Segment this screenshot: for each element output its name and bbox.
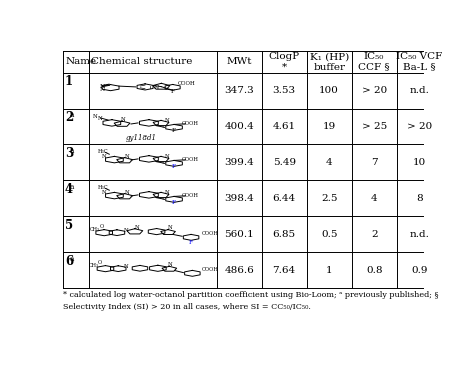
- Text: N: N: [124, 228, 129, 233]
- Text: a: a: [70, 147, 74, 155]
- Text: IC₅₀ VCF
Ba-L §: IC₅₀ VCF Ba-L §: [396, 52, 442, 72]
- Text: n.d.: n.d.: [409, 230, 429, 239]
- Text: COOH: COOH: [182, 157, 199, 162]
- Text: COOH: COOH: [178, 81, 195, 86]
- Text: 6.44: 6.44: [273, 194, 296, 203]
- Text: 5.49: 5.49: [273, 158, 296, 167]
- Text: 19: 19: [322, 122, 336, 131]
- Text: F: F: [189, 240, 193, 245]
- Text: N: N: [93, 114, 98, 119]
- Text: N: N: [168, 225, 173, 231]
- Text: 3.53: 3.53: [273, 86, 296, 95]
- Text: N: N: [164, 117, 169, 122]
- Text: F: F: [171, 89, 174, 94]
- Text: 0.5: 0.5: [321, 230, 337, 239]
- Text: 7: 7: [371, 158, 377, 167]
- Text: H₃C: H₃C: [98, 185, 109, 190]
- Text: 2: 2: [65, 111, 73, 124]
- Text: CH₃: CH₃: [90, 226, 100, 231]
- Text: * calculated log water-octanol partition coefficient using Bio-Loom; ᵃ previousl: * calculated log water-octanol partition…: [63, 291, 438, 299]
- Text: N: N: [164, 190, 169, 195]
- Text: 398.4: 398.4: [224, 194, 254, 203]
- Text: H₃C: H₃C: [98, 149, 109, 154]
- Text: N: N: [102, 190, 107, 195]
- Text: N: N: [124, 264, 129, 269]
- Text: 2: 2: [371, 230, 377, 239]
- Text: Chemical structure: Chemical structure: [91, 57, 193, 66]
- Text: 400.4: 400.4: [224, 122, 254, 131]
- Text: IC₅₀
CCF §: IC₅₀ CCF §: [358, 52, 390, 72]
- Text: 4.61: 4.61: [273, 122, 296, 131]
- Text: N: N: [102, 154, 107, 158]
- Text: F: F: [172, 165, 176, 169]
- Text: CH₃: CH₃: [89, 263, 99, 268]
- Text: 1: 1: [65, 75, 73, 88]
- Text: 4: 4: [65, 183, 73, 196]
- Text: 2.5: 2.5: [321, 194, 337, 203]
- Text: N: N: [100, 87, 105, 92]
- Text: 4: 4: [326, 158, 332, 167]
- Text: 8: 8: [416, 194, 422, 203]
- Text: Name: Name: [65, 57, 97, 66]
- Text: F: F: [172, 201, 176, 206]
- Text: n.d.: n.d.: [409, 86, 429, 95]
- Text: N: N: [164, 154, 169, 158]
- Text: 399.4: 399.4: [224, 158, 254, 167]
- Text: N: N: [125, 190, 129, 195]
- Text: N: N: [125, 154, 129, 158]
- Text: COOH: COOH: [201, 267, 219, 272]
- Text: 486.6: 486.6: [224, 266, 254, 275]
- Text: N: N: [100, 84, 105, 89]
- Text: 4: 4: [371, 194, 377, 203]
- Text: a: a: [70, 183, 74, 191]
- Text: 347.3: 347.3: [224, 86, 254, 95]
- Text: a: a: [70, 255, 74, 263]
- Text: COOH: COOH: [182, 121, 199, 126]
- Text: a: a: [70, 111, 74, 119]
- Text: N: N: [98, 116, 103, 121]
- Text: Selectivity Index (SI) > 20 in all cases, where SI = CC₅₀/IC₅₀.: Selectivity Index (SI) > 20 in all cases…: [63, 302, 311, 310]
- Text: K₁ (HP)
buffer: K₁ (HP) buffer: [310, 52, 349, 72]
- Text: 1: 1: [326, 266, 332, 275]
- Text: 10: 10: [412, 158, 426, 167]
- Text: N: N: [168, 262, 173, 267]
- Text: > 25: > 25: [362, 122, 387, 131]
- Text: MWt: MWt: [227, 57, 252, 66]
- Text: 6.85: 6.85: [273, 230, 296, 239]
- Text: > 20: > 20: [362, 86, 387, 95]
- Text: O: O: [98, 260, 102, 265]
- Text: 3: 3: [65, 147, 73, 160]
- Text: 0.8: 0.8: [366, 266, 383, 275]
- Text: 5: 5: [65, 219, 73, 232]
- Text: F: F: [172, 128, 176, 133]
- Text: N: N: [121, 117, 126, 122]
- Text: 6: 6: [65, 255, 73, 268]
- Text: COOH: COOH: [201, 231, 219, 236]
- Text: 560.1: 560.1: [224, 230, 254, 239]
- Text: O: O: [100, 224, 104, 229]
- Text: 100: 100: [319, 86, 339, 95]
- Text: N: N: [154, 85, 159, 90]
- Text: 0.9: 0.9: [411, 266, 428, 275]
- Text: COOH: COOH: [182, 193, 199, 198]
- Text: 7.64: 7.64: [273, 266, 296, 275]
- Text: > 20: > 20: [407, 122, 432, 131]
- Text: ClogP
*: ClogP *: [269, 52, 300, 72]
- Text: gy118d1: gy118d1: [126, 134, 157, 142]
- Text: N: N: [135, 225, 140, 230]
